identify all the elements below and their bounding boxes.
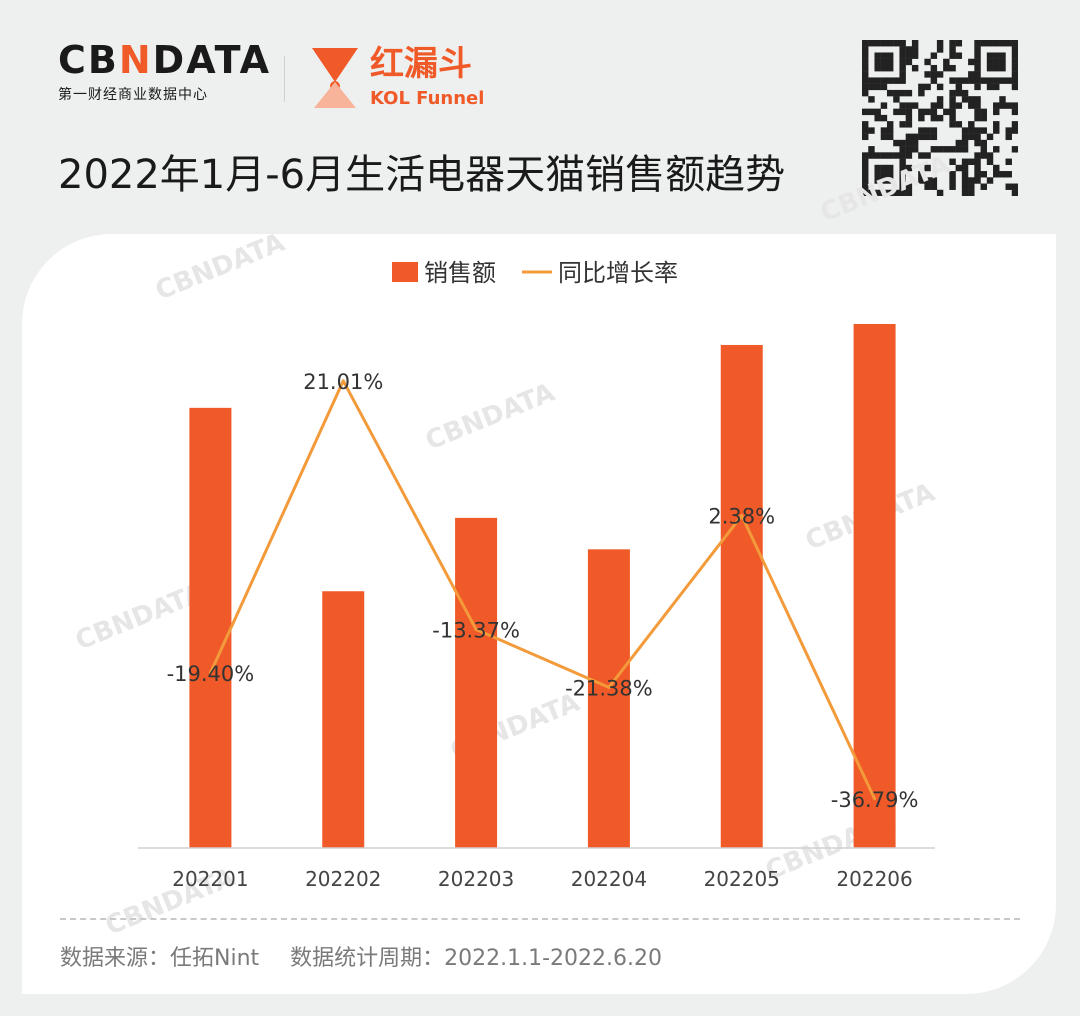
- bar-202203: [455, 517, 498, 848]
- data-label: 21.01%: [303, 370, 383, 394]
- line-point-202201: [208, 671, 212, 675]
- data-label: -21.38%: [565, 676, 653, 700]
- bar-202204: [587, 549, 630, 848]
- data-period: 数据统计周期：2022.1.1-2022.6.20: [290, 946, 663, 971]
- line-point-202206: [873, 797, 877, 801]
- qr-code-icon: [862, 40, 1018, 196]
- kol-funnel-cn: 红漏斗: [370, 44, 472, 84]
- cbndata-subtitle: 第一财经商业数据中心: [58, 87, 208, 103]
- watermark: CBNDATA: [421, 378, 559, 457]
- line-point-202203: [474, 627, 478, 631]
- watermark: CBNDATA: [71, 578, 209, 657]
- x-tick-label: 202206: [836, 867, 912, 891]
- bar-202206: [853, 324, 896, 848]
- data-source: 数据来源：任拓Nint: [60, 946, 260, 971]
- data-label: -13.37%: [432, 618, 520, 642]
- bar-202205: [720, 344, 763, 848]
- kol-funnel-en: KOL Funnel: [370, 88, 485, 109]
- line-point-202204: [607, 685, 611, 689]
- line-point-202205: [740, 514, 744, 518]
- x-tick-label: 202202: [305, 867, 381, 891]
- legend-swatch-bar: [392, 262, 418, 282]
- page-title: 2022年1月-6月生活电器天猫销售额趋势: [58, 152, 786, 198]
- x-tick-label: 202204: [571, 867, 647, 891]
- logo-divider: [284, 56, 285, 102]
- footer-divider: [60, 918, 1020, 920]
- line-point-202202: [341, 379, 345, 383]
- watermark: CBNDATA: [151, 228, 289, 307]
- data-label: -36.79%: [831, 788, 919, 812]
- legend-label-line: 同比增长率: [558, 259, 678, 287]
- legend-label-bar: 销售额: [424, 259, 496, 287]
- bar-202202: [322, 591, 365, 848]
- funnel-icon: [312, 48, 358, 108]
- header: CBNDATA 第一财经商业数据中心 红漏斗 KOL Funnel 2022年1…: [0, 0, 1080, 240]
- x-tick-label: 202201: [172, 867, 248, 891]
- bar-202201: [189, 407, 232, 848]
- data-label: 2.38%: [708, 505, 775, 529]
- legend: 销售额 同比增长率: [392, 259, 678, 287]
- x-tick-label: 202203: [438, 867, 514, 891]
- growth-line: [209, 379, 876, 800]
- cbndata-wordmark: CBNDATA: [58, 38, 272, 82]
- x-tick-label: 202205: [704, 867, 780, 891]
- footer: 数据来源：任拓Nint 数据统计周期：2022.1.1-2022.6.20: [60, 940, 662, 972]
- data-label: -19.40%: [167, 662, 255, 686]
- watermark: CBNDATA: [816, 150, 954, 229]
- cbndata-logo: CBNDATA 第一财经商业数据中心: [58, 38, 271, 104]
